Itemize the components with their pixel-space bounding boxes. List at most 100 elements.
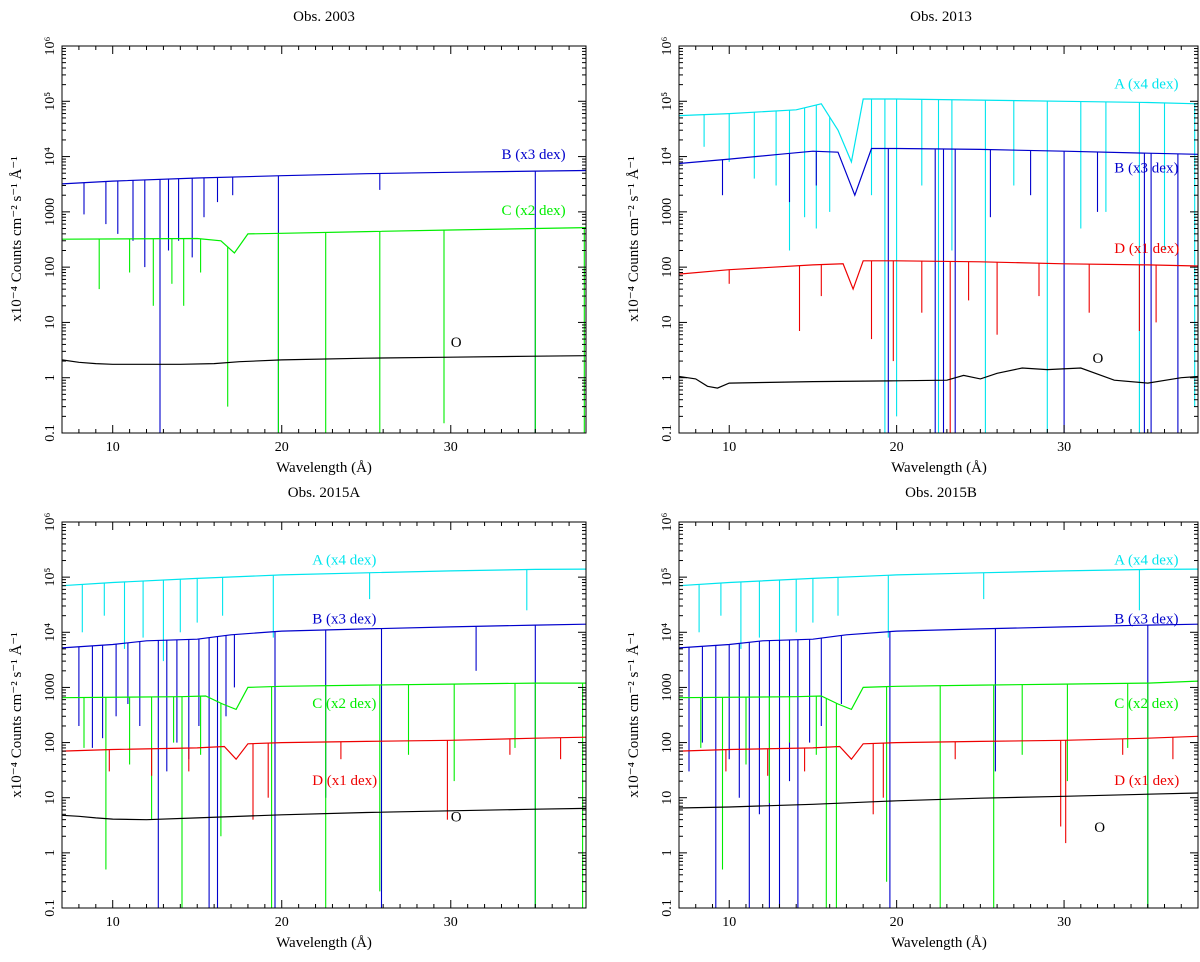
series-O-continuum <box>678 792 1199 809</box>
series-D-continuum <box>678 735 1199 761</box>
axis-ticks: 10 20 30 0.1 1 10 100 1000 10⁴ 10⁵ 10⁶ <box>660 512 1199 930</box>
plot-area: A (x4 dex) B (x3 dex) D (x1 dex) O <box>678 77 1199 433</box>
series-B-label: B (x3 dex) <box>502 147 566 163</box>
y-tick-label: 10 <box>660 791 675 805</box>
y-tick-label: 1 <box>660 374 675 381</box>
series-A-label: A (x4 dex) <box>1114 552 1178 568</box>
panel-obs-2013: Obs. 2013 A (x4 dex) B (x3 dex) D (x1 dex)… <box>626 9 1199 476</box>
x-tick-label: 30 <box>1057 440 1071 455</box>
series-C-label: C (x2 dex) <box>312 696 376 712</box>
series-B-continuum <box>678 623 1199 649</box>
series-D-continuum <box>61 736 587 761</box>
y-tick-label: 10 <box>43 315 58 329</box>
x-tick-label: 30 <box>444 440 458 455</box>
panel-obs-2003: Obs. 2003 B (x3 dex) C (x2 dex) O 10 20 30 0.… <box>9 9 587 476</box>
series-O-label: O <box>451 810 462 826</box>
y-tick-label: 0.1 <box>43 899 58 917</box>
x-tick-label: 10 <box>722 440 736 455</box>
x-axis-label: Wavelength (Å) <box>891 935 987 951</box>
series-A-continuum <box>678 98 1199 164</box>
panel-title: Obs. 2015A <box>288 485 361 501</box>
y-tick-label: 0.1 <box>660 424 675 442</box>
series-B-continuum <box>678 147 1199 197</box>
series-D-label: D (x1 dex) <box>1114 241 1179 257</box>
x-tick-label: 20 <box>890 915 904 930</box>
series-C-continuum <box>61 682 586 711</box>
series-D-label: D (x1 dex) <box>312 773 377 789</box>
x-tick-label: 10 <box>722 915 736 930</box>
series-A-label: A (x4 dex) <box>312 552 376 568</box>
y-tick-label: 10⁴ <box>43 623 58 642</box>
y-tick-label: 1 <box>43 374 58 381</box>
y-tick-label: 10 <box>43 791 58 805</box>
x-tick-label: 10 <box>106 915 120 930</box>
y-tick-label: 10⁵ <box>43 92 58 111</box>
series-B-continuum <box>61 169 587 185</box>
y-tick-label: 10⁶ <box>660 36 675 55</box>
series-C-label: C (x2 dex) <box>1114 696 1178 712</box>
series-O-continuum <box>61 807 587 821</box>
y-tick-label: 10⁴ <box>660 623 675 642</box>
y-tick-label: 10⁶ <box>660 512 675 531</box>
y-tick-label: 10⁴ <box>43 147 58 166</box>
axis-ticks: 10 20 30 0.1 1 10 100 1000 10⁴ 10⁵ 10⁶ <box>43 36 587 455</box>
y-tick-label: 1000 <box>43 673 58 701</box>
x-axis-label: Wavelength (Å) <box>891 460 987 476</box>
y-axis-label: x10⁻⁴ Counts cm⁻² s⁻¹ Å⁻¹ <box>9 632 25 797</box>
series-O-continuum <box>678 367 1199 389</box>
y-tick-label: 1 <box>43 849 58 856</box>
y-tick-label: 10⁵ <box>43 568 58 587</box>
series-B-label: B (x3 dex) <box>1114 611 1178 627</box>
y-tick-label: 100 <box>43 257 58 278</box>
y-tick-label: 10⁴ <box>660 147 675 166</box>
plot-area: A (x4 dex) B (x3 dex) C (x2 dex) D (x1 dex)… <box>678 552 1199 908</box>
series-D-label: D (x1 dex) <box>1114 773 1179 789</box>
series-O-continuum <box>61 355 587 365</box>
y-tick-label: 10⁵ <box>660 92 675 111</box>
panel-title: Obs. 2013 <box>910 9 972 25</box>
panel-obs-2015b: Obs. 2015B A (x4 dex) B (x3 dex) C (x2 dex… <box>626 485 1199 951</box>
x-tick-label: 30 <box>444 915 458 930</box>
y-tick-label: 10⁶ <box>43 36 58 55</box>
x-axis-label: Wavelength (Å) <box>276 935 372 951</box>
y-tick-label: 100 <box>660 732 675 753</box>
panel-obs-2015a: Obs. 2015A A (x4 dex) B (x3 dex) C (x2 dex… <box>9 485 587 951</box>
x-tick-label: 20 <box>275 915 289 930</box>
y-tick-label: 10 <box>660 315 675 329</box>
series-A-continuum <box>678 568 1199 587</box>
y-tick-label: 0.1 <box>660 899 675 917</box>
plot-area: A (x4 dex) B (x3 dex) C (x2 dex) D (x1 dex)… <box>61 552 587 908</box>
plot-area: B (x3 dex) C (x2 dex) O <box>61 147 587 433</box>
panel-title: Obs. 2003 <box>293 9 355 25</box>
series-D-continuum <box>678 260 1199 291</box>
y-axis-label: x10⁻⁴ Counts cm⁻² s⁻¹ Å⁻¹ <box>626 632 642 797</box>
y-tick-label: 1 <box>660 849 675 856</box>
y-tick-label: 1000 <box>43 198 58 226</box>
y-tick-label: 10⁶ <box>43 512 58 531</box>
axis-ticks: 10 20 30 0.1 1 10 100 1000 10⁴ 10⁵ 10⁶ <box>43 512 587 930</box>
y-tick-label: 1000 <box>660 673 675 701</box>
x-tick-label: 20 <box>275 440 289 455</box>
series-A-continuum <box>61 568 587 587</box>
x-tick-label: 20 <box>890 440 904 455</box>
series-O-label: O <box>1094 820 1105 836</box>
y-axis-label: x10⁻⁴ Counts cm⁻² s⁻¹ Å⁻¹ <box>626 156 642 321</box>
x-tick-label: 30 <box>1057 915 1071 930</box>
x-axis-label: Wavelength (Å) <box>276 460 372 476</box>
series-O-label: O <box>451 335 462 351</box>
series-C-label: C (x2 dex) <box>502 203 566 219</box>
series-O-label: O <box>1093 351 1104 367</box>
y-tick-label: 1000 <box>660 198 675 226</box>
y-tick-label: 0.1 <box>43 424 58 442</box>
series-B-label: B (x3 dex) <box>312 611 376 627</box>
plot-frame <box>678 521 1199 909</box>
series-C-continuum <box>61 227 587 254</box>
plot-frame <box>61 521 587 909</box>
y-tick-label: 100 <box>43 732 58 753</box>
y-tick-label: 10⁵ <box>660 568 675 587</box>
plot-frame <box>678 45 1199 434</box>
series-A-label: A (x4 dex) <box>1114 77 1178 93</box>
panel-title: Obs. 2015B <box>905 485 977 501</box>
axis-ticks: 10 20 30 0.1 1 10 100 1000 10⁴ 10⁵ 10⁶ <box>660 36 1199 455</box>
